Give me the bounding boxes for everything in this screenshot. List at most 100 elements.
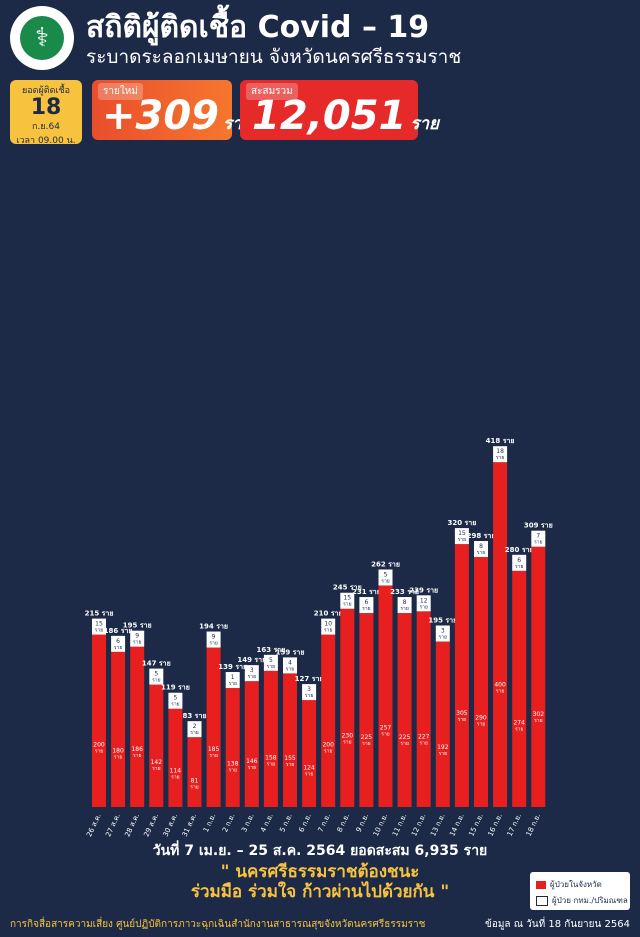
data-label-province-unit: ราย: [381, 731, 389, 737]
data-label-province: 158: [265, 754, 277, 761]
bar-province: [263, 670, 278, 807]
footer-credit: การกิจสื่อสารความเสี่ยง ศูนย์ปฏิบัติการภ…: [10, 919, 426, 930]
data-label-bangkok-unit: ราย: [133, 640, 141, 646]
data-label-total: 127 ราย: [295, 675, 324, 683]
legend-item-bangkok: ผู้ป่วย กทม./ปริมณฑล: [536, 894, 628, 907]
data-label-province: 302: [533, 711, 545, 718]
x-tick-label: 9 ก.ย.: [355, 812, 370, 833]
data-label-total: 210 ราย: [314, 610, 343, 618]
page-title: สถิติผู้ติดเชื้อ Covid – 19: [86, 10, 430, 45]
data-label-bangkok-unit: ราย: [228, 681, 236, 687]
bar-province: [130, 646, 145, 807]
bar-province: [283, 673, 297, 807]
slogan-line-1: " นครศรีธรรมราชต้องชนะ: [220, 862, 420, 882]
date-box: ยอดผู้ติดเชื้อ 18 ก.ย.64 เวลา 09.00 น.: [10, 80, 82, 146]
data-label-province-unit: ราย: [439, 751, 447, 757]
new-cases-value: +309: [102, 93, 220, 139]
data-label-total: 239 ราย: [409, 586, 438, 594]
data-label-bangkok-unit: ราย: [458, 537, 466, 543]
data-label-province-unit: ราย: [114, 755, 122, 761]
bar-province: [206, 647, 221, 807]
bar-province: [416, 611, 431, 807]
data-label-bangkok: 9: [135, 633, 139, 640]
bar-bangkok: [454, 528, 469, 545]
x-tick-label: 27 ส.ค.: [104, 812, 122, 838]
data-label-province-unit: ราย: [305, 772, 313, 778]
data-label-total: 119 ราย: [161, 684, 190, 692]
bar-bangkok: [378, 569, 393, 586]
data-label-bangkok: 18: [496, 448, 504, 455]
data-label-province: 305: [456, 710, 468, 717]
data-label-province-unit: ราย: [324, 749, 332, 755]
bar-bangkok: [435, 625, 450, 642]
data-label-bangkok: 5: [154, 671, 158, 678]
bar-bangkok: [92, 618, 106, 635]
data-label-province: 230: [342, 733, 354, 740]
data-label-total: 195 ราย: [123, 622, 152, 630]
total-cases-label: สะสมรวม: [246, 83, 298, 100]
data-label-bangkok-unit: ราย: [152, 678, 160, 684]
data-label-bangkok-unit: ราย: [248, 674, 256, 680]
data-label-total: 231 ราย: [352, 588, 381, 596]
data-label-bangkok: 8: [403, 599, 407, 606]
total-cases-box: สะสมรวม 12,051 ราย: [240, 80, 439, 140]
data-label-province-unit: ราย: [400, 741, 408, 747]
x-tick-label: 16 ก.ย.: [487, 812, 504, 837]
bar-bangkok: [283, 657, 297, 674]
bar-province: [493, 462, 508, 807]
bar-bangkok: [302, 684, 317, 701]
data-label-province: 180: [112, 748, 124, 755]
bar-province: [321, 634, 336, 807]
new-cases-box: รายใหม่ +309 ราย: [92, 80, 252, 140]
x-tick-label: 15 ก.ย.: [467, 812, 484, 837]
bar-province: [340, 608, 355, 807]
data-label-bangkok: 5: [384, 571, 388, 578]
data-label-bangkok: 3: [441, 627, 445, 634]
data-label-province: 124: [303, 765, 315, 772]
x-tick-label: 31 ส.ค.: [181, 812, 199, 838]
data-label-province: 138: [227, 760, 239, 767]
x-tick-label: 12 ก.ย.: [410, 812, 427, 837]
data-label-total: 280 ราย: [505, 546, 534, 554]
new-cases-label: รายใหม่: [98, 83, 143, 100]
data-label-province-unit: ราย: [534, 718, 542, 724]
data-label-bangkok: 3: [307, 686, 311, 693]
data-label-bangkok: 7: [536, 533, 540, 540]
x-tick-label: 4 ก.ย.: [259, 812, 274, 833]
bar-province: [302, 700, 317, 807]
data-label-province-unit: ราย: [209, 753, 217, 759]
legend-label-province: ผู้ป่วยในจังหวัด: [550, 880, 602, 889]
x-tick-label: 28 ส.ค.: [123, 812, 141, 838]
bar-bangkok: [493, 446, 508, 463]
data-label-bangkok: 6: [517, 557, 521, 564]
x-tick-label: 18 ก.ย.: [525, 812, 542, 837]
data-label-total: 83 ราย: [183, 712, 207, 720]
legend-swatch-red: [536, 880, 546, 889]
bar-bangkok: [244, 665, 259, 682]
bar-province: [359, 613, 374, 807]
bar-bangkok: [321, 618, 336, 635]
data-label-province: 185: [208, 746, 220, 753]
data-label-bangkok-unit: ราย: [362, 606, 370, 612]
data-label-total: 298 ราย: [467, 532, 496, 540]
x-tick-label: 10 ก.ย.: [372, 812, 389, 837]
data-label-bangkok: 15: [95, 621, 103, 628]
data-label-bangkok-unit: ราย: [381, 578, 389, 584]
bar-bangkok: [531, 530, 546, 547]
data-label-province: 142: [151, 759, 163, 766]
bar-bangkok: [206, 631, 221, 648]
data-label-bangkok: 1: [231, 674, 235, 681]
bar-province: [512, 570, 527, 807]
bar-province: [111, 651, 126, 807]
slogan-line-2: ร่วมมือ ร่วมใจ ก้าวผ่านไปด้วยกัน ": [190, 882, 450, 902]
header: ⚕ สถิติผู้ติดเชื้อ Covid – 19 ระบาดระลอก…: [0, 0, 640, 150]
data-label-province-unit: ราย: [286, 762, 294, 768]
data-label-bangkok-unit: ราย: [419, 604, 427, 610]
bar-bangkok: [263, 654, 278, 671]
data-label-province: 200: [322, 742, 334, 749]
bar-bangkok: [149, 668, 164, 685]
x-tick-label: 8 ก.ย.: [336, 812, 351, 833]
x-tick-label: 3 ก.ย.: [240, 812, 255, 833]
data-label-total: 147 ราย: [142, 660, 171, 668]
bar-bangkok: [512, 554, 527, 571]
